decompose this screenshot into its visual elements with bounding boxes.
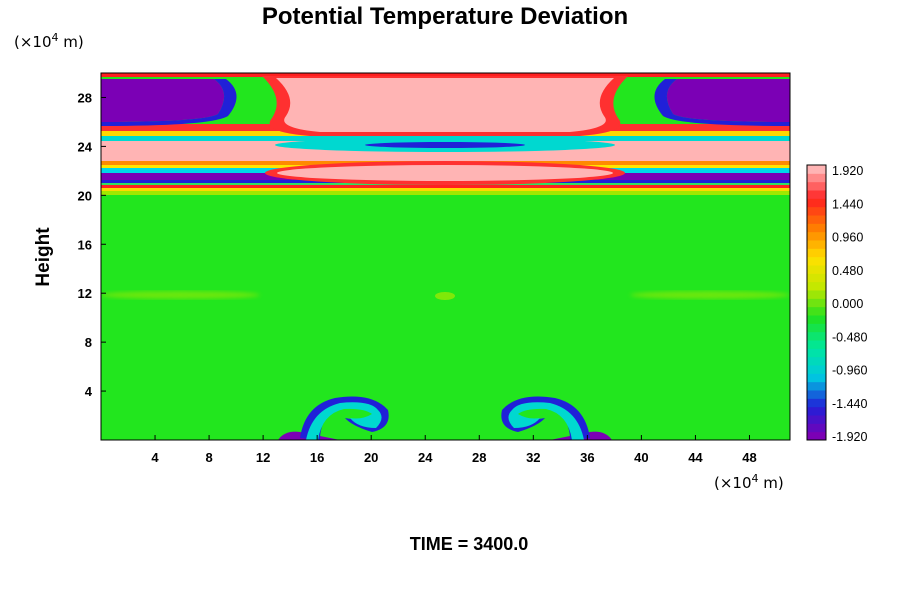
x-tick-label: 28 — [472, 450, 486, 465]
x-tick-label: 8 — [205, 450, 212, 465]
colorbar-swatch — [807, 306, 826, 316]
right-rotor-inner — [508, 402, 584, 440]
colorbar-swatch — [807, 273, 826, 283]
colorbar-label: 0.480 — [832, 264, 863, 278]
left-cold-pool — [101, 79, 225, 122]
y-axis-ticks: 4 8 12 16 20 24 28 — [78, 90, 106, 399]
colorbar-frame — [806, 164, 827, 441]
colorbar-swatch — [807, 240, 826, 249]
mid-level-band — [630, 291, 790, 299]
y-tick-label: 4 — [85, 384, 93, 399]
y-tick-label: 16 — [78, 237, 92, 252]
x-tick-label: 12 — [256, 450, 270, 465]
colorbar-swatch — [807, 248, 826, 258]
x-tick-label: 44 — [688, 450, 703, 465]
y-tick-label: 28 — [78, 90, 92, 105]
colorbar-swatch — [807, 381, 826, 391]
x-unit-label: (×104 m) — [714, 472, 784, 492]
colorbar-swatch — [807, 265, 826, 274]
right-cold-pool-ring — [654, 79, 790, 126]
colorbar-swatch — [807, 215, 826, 224]
y-tick-label: 8 — [85, 335, 92, 350]
y-tick-label: 12 — [78, 286, 92, 301]
colorbar-label: 0.000 — [832, 297, 863, 311]
colorbar-label: 1.440 — [832, 197, 863, 211]
colorbar-label: -0.960 — [832, 364, 867, 378]
colorbar-swatch — [807, 415, 826, 424]
colorbar-swatch — [807, 173, 826, 183]
chart-title: Potential Temperature Deviation — [262, 3, 628, 30]
colorbar-label: 1.920 — [832, 164, 863, 178]
left-cold-pool-ring — [101, 79, 237, 126]
warm-ellipse — [277, 165, 613, 181]
colorbar-label: -1.920 — [832, 430, 867, 444]
x-axis-ticks: 4 8 12 16 20 24 28 32 36 40 44 48 — [151, 435, 757, 465]
plot-frame — [100, 72, 791, 441]
colorbar-swatch — [807, 373, 826, 383]
band-yellow-low — [101, 188, 790, 191]
colorbar-swatch — [807, 223, 826, 233]
colorbar-swatch — [807, 356, 826, 366]
colorbar-label: -1.440 — [832, 397, 867, 411]
time-label: TIME = 3400.0 — [410, 534, 529, 554]
colorbar-swatch — [807, 423, 826, 433]
y-unit-label: (×104 m) — [14, 31, 84, 51]
colorbar — [807, 165, 826, 441]
y-axis-label: Height — [33, 227, 54, 287]
colorbar-swatch — [807, 348, 826, 358]
mid-level-spot — [435, 292, 455, 300]
y-tick-label: 24 — [78, 139, 93, 154]
colorbar-swatch — [807, 190, 826, 199]
colorbar-swatch — [807, 398, 826, 408]
colorbar-swatch — [807, 340, 826, 349]
x-tick-label: 32 — [526, 450, 540, 465]
colorbar-swatch — [807, 331, 826, 341]
x-tick-label: 40 — [634, 450, 648, 465]
colorbar-label: 0.960 — [832, 231, 863, 245]
x-tick-label: 16 — [310, 450, 324, 465]
colorbar-swatch — [807, 431, 826, 441]
colorbar-swatch — [807, 390, 826, 399]
colorbar-swatch — [807, 365, 826, 374]
right-cold-pool — [666, 79, 790, 122]
cold-ellipse-core — [365, 142, 525, 148]
colorbar-swatch — [807, 281, 826, 291]
colorbar-label: -0.480 — [832, 330, 867, 344]
colorbar-swatch — [807, 323, 826, 333]
x-tick-label: 48 — [742, 450, 756, 465]
colorbar-swatch — [807, 198, 826, 208]
colorbar-swatch — [807, 165, 826, 174]
left-rotor-inner — [306, 402, 382, 440]
y-tick-label: 20 — [78, 188, 92, 203]
x-tick-label: 4 — [151, 450, 159, 465]
colorbar-labels: 1.920 1.440 0.960 0.480 0.000 -0.480 -0.960 -1.… — [832, 164, 867, 444]
colorbar-swatch — [807, 315, 826, 324]
x-tick-label: 36 — [580, 450, 594, 465]
band-red-low — [101, 185, 790, 188]
colorbar-swatch — [807, 206, 826, 216]
x-tick-label: 24 — [418, 450, 433, 465]
heatmap-field — [101, 73, 790, 440]
colorbar-swatch — [807, 231, 826, 241]
band-lime-low — [101, 191, 790, 195]
colorbar-swatch — [807, 256, 826, 266]
colorbar-swatch — [807, 181, 826, 191]
colorbar-swatch — [807, 290, 826, 299]
colorbar-swatch — [807, 406, 826, 416]
band-top — [101, 73, 790, 77]
mid-level-band — [101, 291, 260, 299]
colorbar-swatch — [807, 298, 826, 308]
x-tick-label: 20 — [364, 450, 378, 465]
warm-dome — [276, 78, 614, 132]
